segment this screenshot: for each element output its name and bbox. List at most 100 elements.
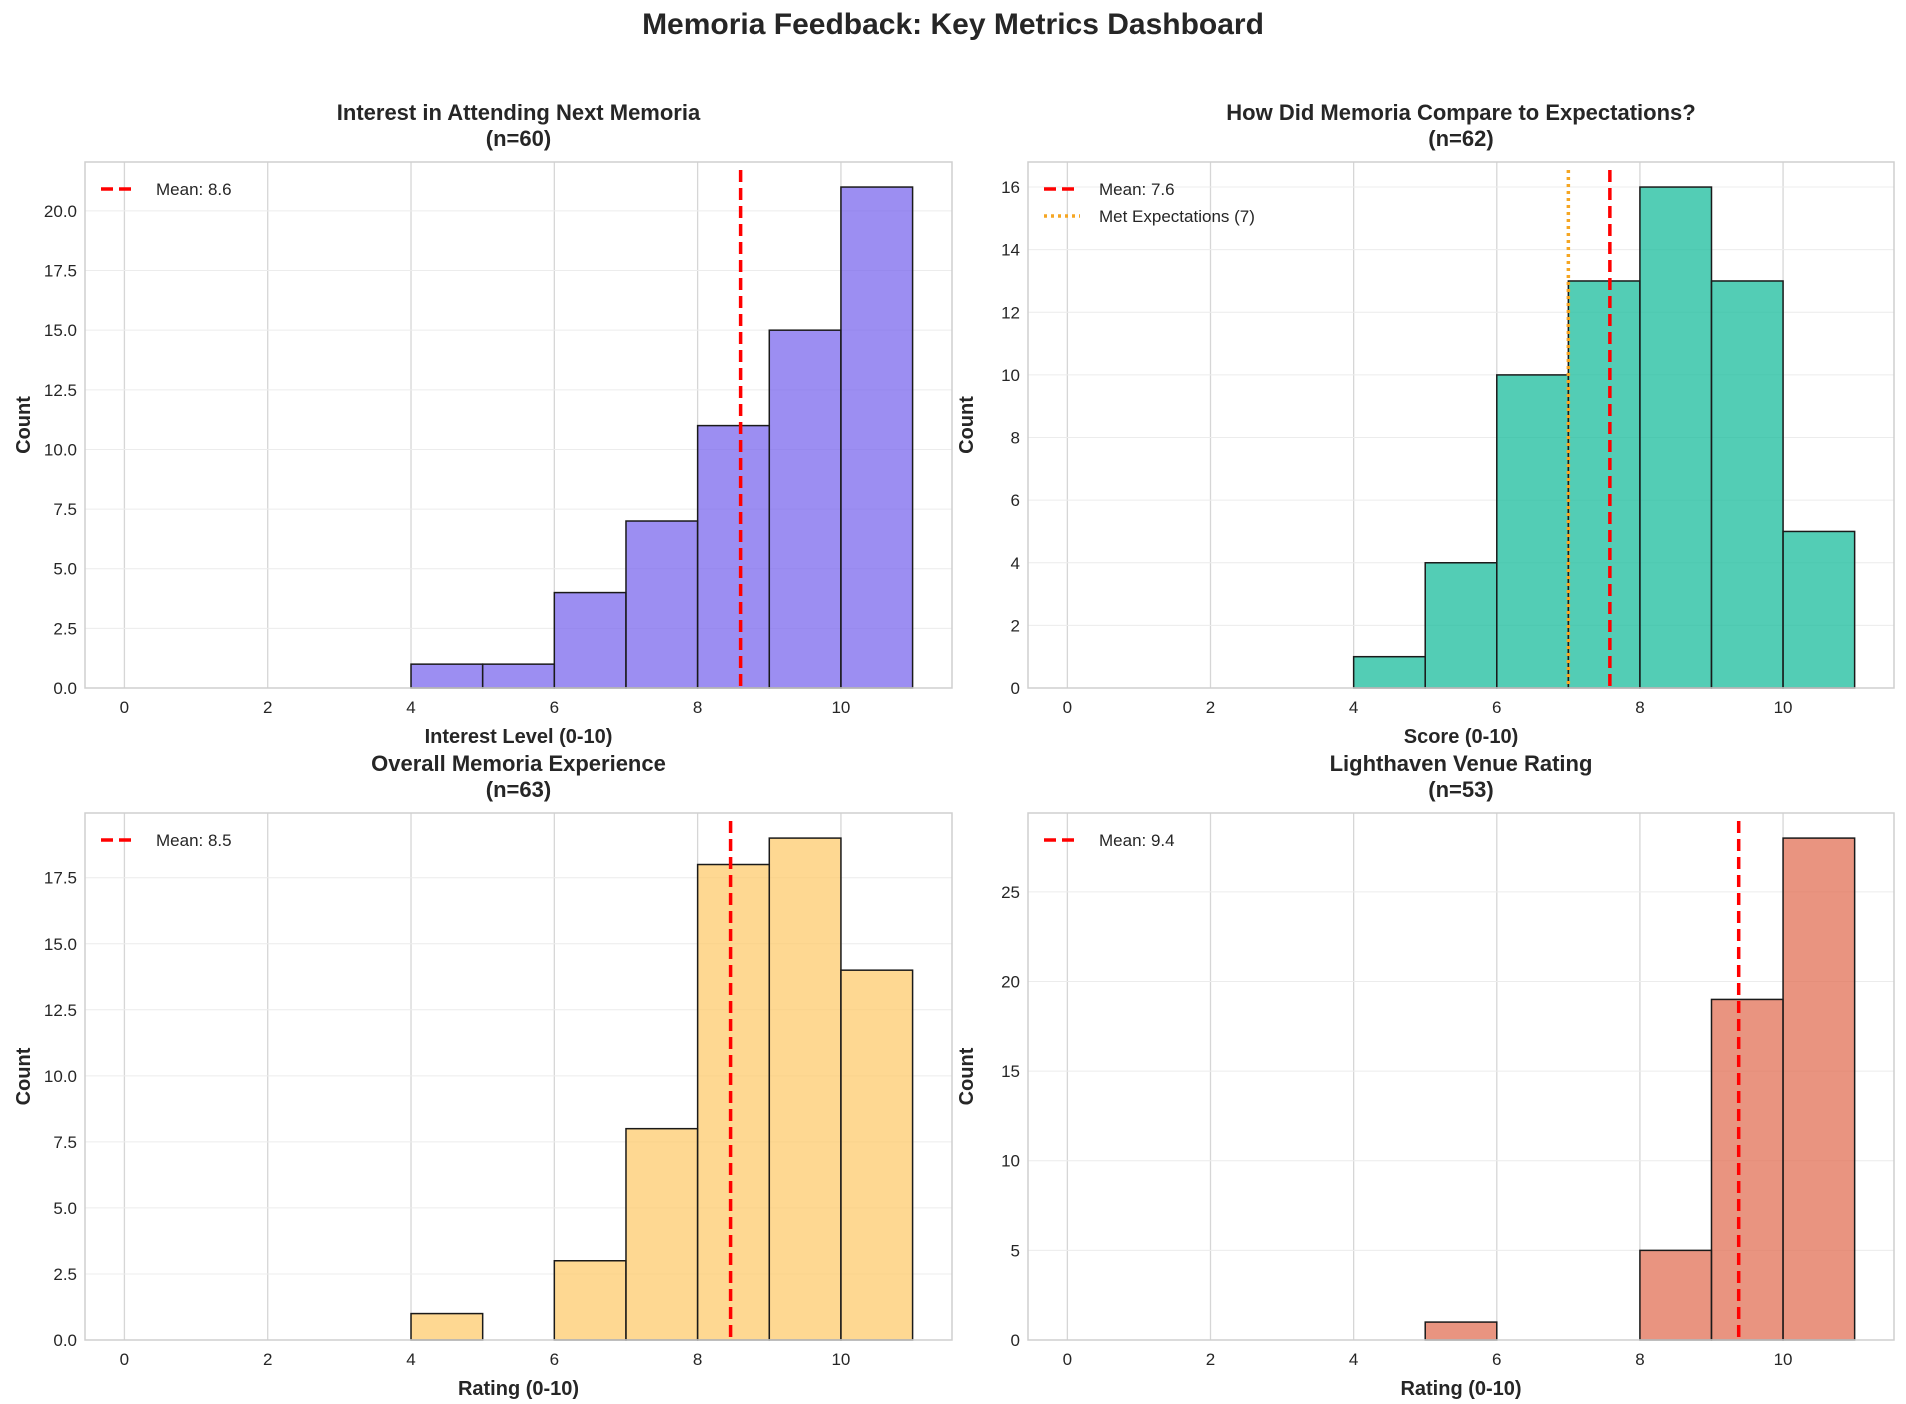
y-tick-label: 4 <box>1011 554 1020 573</box>
y-tick-label: 7.5 <box>53 500 77 519</box>
histogram-bar <box>1567 280 1641 689</box>
legend-mean-label: Mean: 9.4 <box>1099 831 1175 850</box>
y-tick-label: 0 <box>1011 1331 1020 1350</box>
y-tick-label: 15.0 <box>44 935 77 954</box>
chart-title: Overall Memoria Experience <box>371 751 666 776</box>
chart-subtitle: (n=63) <box>486 777 551 802</box>
y-tick-label: 12 <box>1001 303 1020 322</box>
x-tick-label: 0 <box>120 698 129 717</box>
x-tick-label: 2 <box>1206 1350 1215 1369</box>
y-tick-label: 6 <box>1011 491 1020 510</box>
x-tick-label: 4 <box>406 698 415 717</box>
chart-panel-1: Interest in Attending Next Memoria(n=60)… <box>13 100 953 748</box>
x-tick-label: 4 <box>1349 1350 1358 1369</box>
histogram-bar <box>840 186 914 689</box>
y-tick-label: 2.5 <box>53 1265 77 1284</box>
x-tick-label: 6 <box>550 1350 559 1369</box>
x-tick-label: 8 <box>693 698 702 717</box>
chart-title: Lighthaven Venue Rating <box>1330 751 1593 776</box>
y-axis-label: Count <box>956 1047 978 1105</box>
y-tick-label: 8 <box>1011 429 1020 448</box>
y-tick-label: 2.5 <box>53 619 77 638</box>
chart-panel-4: Lighthaven Venue Rating(n=53) 0 2 4 6 8 10 0 5 10… <box>956 751 1895 1400</box>
x-tick-label: 4 <box>406 1350 415 1369</box>
chart-title: Interest in Attending Next Memoria <box>337 100 701 125</box>
y-tick-label: 0 <box>1011 679 1020 698</box>
chart-panel-3: Overall Memoria Experience(n=63) 0 2 4 6 8 10 0… <box>13 751 953 1400</box>
histogram-bar <box>1710 280 1784 689</box>
x-tick-label: 0 <box>120 1350 129 1369</box>
x-tick-label: 6 <box>1492 1350 1501 1369</box>
x-tick-label: 4 <box>1349 698 1358 717</box>
axes-frame <box>84 812 953 1341</box>
histogram-bar <box>1424 1321 1498 1341</box>
x-tick-label: 8 <box>1635 1350 1644 1369</box>
y-tick-label: 20.0 <box>44 202 77 221</box>
y-tick-label: 14 <box>1001 241 1020 260</box>
y-tick-label: 17.5 <box>44 869 77 888</box>
x-axis-label: Rating (0-10) <box>1400 1378 1521 1400</box>
y-tick-label: 2 <box>1011 616 1020 635</box>
x-tick-label: 8 <box>1635 698 1644 717</box>
x-tick-label: 6 <box>550 698 559 717</box>
x-tick-label: 0 <box>1063 698 1072 717</box>
x-tick-label: 6 <box>1492 698 1501 717</box>
y-axis-label: Count <box>13 1047 35 1105</box>
histogram-bar <box>768 329 842 689</box>
chart-title: How Did Memoria Compare to Expectations? <box>1226 100 1695 125</box>
y-tick-label: 12.5 <box>44 381 77 400</box>
x-tick-label: 10 <box>831 1350 850 1369</box>
axes-frame <box>1027 812 1895 1341</box>
chart-subtitle: (n=62) <box>1428 126 1493 151</box>
histogram-bar <box>553 1260 627 1341</box>
histogram-bar <box>410 1312 484 1341</box>
histogram-bar <box>1639 1249 1713 1341</box>
y-tick-label: 0.0 <box>53 1331 77 1350</box>
y-tick-label: 5.0 <box>53 1199 77 1218</box>
x-axis-label: Rating (0-10) <box>458 1378 579 1400</box>
histogram-bar <box>481 663 556 689</box>
legend-mean-label: Mean: 8.5 <box>156 831 232 850</box>
chart-subtitle: (n=60) <box>486 126 551 151</box>
y-tick-label: 12.5 <box>44 1001 77 1020</box>
histogram-bar <box>1352 655 1426 689</box>
histogram-bar <box>768 837 842 1341</box>
y-tick-label: 16 <box>1001 178 1020 197</box>
y-tick-label: 5.0 <box>53 560 77 579</box>
y-tick-label: 17.5 <box>44 262 77 281</box>
legend: Mean: 7.6 Met Expectations (7) <box>1044 180 1255 226</box>
axes-frame <box>84 161 953 689</box>
y-tick-label: 5 <box>1011 1241 1020 1260</box>
y-axis-label: Count <box>13 396 35 454</box>
histogram-bar <box>696 863 771 1341</box>
y-tick-label: 10.0 <box>44 1067 77 1086</box>
legend: Mean: 8.5 <box>101 831 232 850</box>
x-axis-label: Interest Level (0-10) <box>425 726 613 748</box>
y-axis-label: Count <box>956 396 978 454</box>
x-tick-label: 0 <box>1063 1350 1072 1369</box>
y-tick-label: 20 <box>1001 972 1020 991</box>
y-tick-label: 0.0 <box>53 679 77 698</box>
y-tick-label: 7.5 <box>53 1133 77 1152</box>
y-tick-label: 15 <box>1001 1062 1020 1081</box>
histogram-bar <box>1496 374 1570 689</box>
x-tick-label: 10 <box>831 698 850 717</box>
histogram-bar <box>1782 530 1856 689</box>
chart-panel-2: How Did Memoria Compare to Expectations?… <box>956 100 1895 748</box>
histogram-bar <box>1424 562 1498 689</box>
x-tick-label: 2 <box>263 698 272 717</box>
histogram-bar <box>625 520 699 689</box>
y-tick-label: 10.0 <box>44 440 77 459</box>
y-tick-label: 10 <box>1001 366 1020 385</box>
y-tick-label: 10 <box>1001 1152 1020 1171</box>
histogram-bar <box>410 663 484 689</box>
histogram-bar <box>840 969 914 1341</box>
x-tick-label: 2 <box>1206 698 1215 717</box>
x-tick-label: 8 <box>693 1350 702 1369</box>
histogram-bar <box>1782 837 1856 1341</box>
y-tick-label: 25 <box>1001 883 1020 902</box>
x-tick-label: 10 <box>1774 1350 1793 1369</box>
legend-mean-label: Mean: 8.6 <box>156 180 232 199</box>
legend: Mean: 8.6 <box>101 180 232 199</box>
